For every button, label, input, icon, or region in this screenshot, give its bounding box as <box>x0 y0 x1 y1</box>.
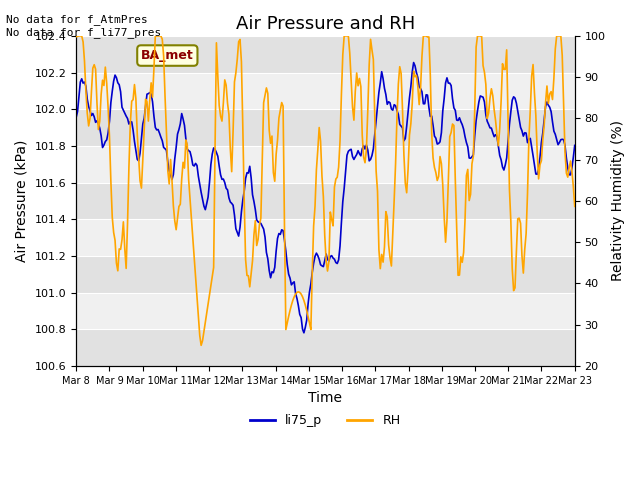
Bar <box>76 182 575 219</box>
Title: Air Pressure and RH: Air Pressure and RH <box>236 15 415 33</box>
Text: No data for f_AtmPres
No data for f_li77_pres: No data for f_AtmPres No data for f_li77… <box>6 14 162 38</box>
Bar <box>76 36 575 72</box>
X-axis label: Time: Time <box>308 391 342 405</box>
Bar <box>76 256 575 293</box>
Bar <box>76 329 575 366</box>
Y-axis label: Air Pressure (kPa): Air Pressure (kPa) <box>15 140 29 262</box>
Legend: li75_p, RH: li75_p, RH <box>245 409 406 432</box>
Y-axis label: Relativity Humidity (%): Relativity Humidity (%) <box>611 120 625 281</box>
Bar <box>76 109 575 146</box>
Text: BA_met: BA_met <box>141 49 194 62</box>
